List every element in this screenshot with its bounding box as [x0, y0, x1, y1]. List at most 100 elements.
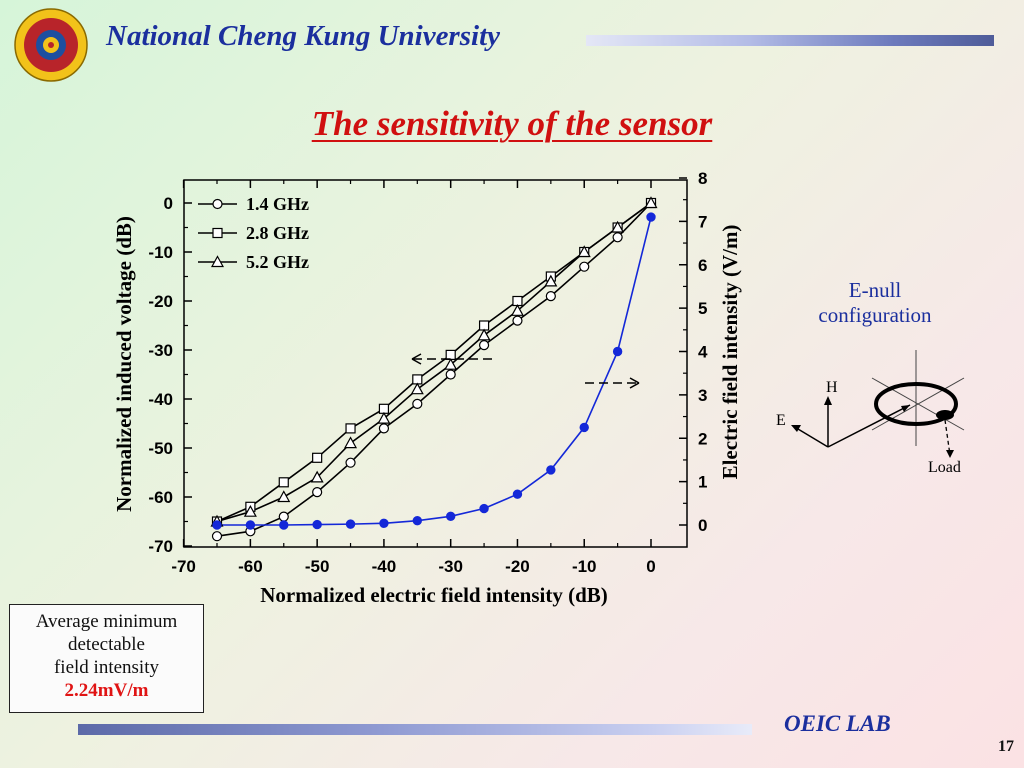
lab-name: OEIC LAB [784, 711, 891, 736]
data-point [277, 490, 291, 503]
info-line1: Average minimum [35, 611, 178, 632]
data-point [512, 315, 523, 326]
header-decor-bar [586, 35, 994, 46]
data-point [345, 457, 356, 468]
x-axis-title: Normalized electric field intensity (dB) [260, 583, 608, 607]
y-left-tick-label: -40 [148, 390, 173, 409]
x-tick-label: -10 [572, 557, 597, 576]
data-point [243, 504, 257, 517]
y-right-tick-label: 6 [698, 256, 707, 275]
info-line2: detectable [67, 634, 145, 655]
y-right-tick-label: 8 [698, 169, 707, 188]
y-right-tick-label: 5 [698, 299, 707, 318]
data-point [545, 291, 556, 302]
legend: 1.4 GHz 2.8 GHz 5.2 GHz [198, 194, 309, 272]
data-point [310, 470, 324, 483]
x-tick-label: -60 [238, 557, 263, 576]
university-seal-icon [14, 8, 88, 82]
left-axis-arrow [411, 353, 492, 365]
data-point [612, 232, 623, 243]
data-point [344, 436, 358, 449]
data-point [412, 398, 423, 409]
data-point [312, 487, 323, 498]
data-point [512, 489, 523, 499]
data-point [445, 511, 456, 522]
e-null-diagram: H E Load [776, 350, 965, 476]
legend-label: 5.2 GHz [246, 252, 309, 272]
data-point [345, 519, 356, 529]
data-point [279, 520, 289, 530]
e-null-line1: E-null [848, 278, 902, 302]
legend-marker [210, 255, 225, 268]
data-point [546, 465, 556, 475]
data-point [444, 357, 458, 370]
data-point [478, 340, 490, 351]
y-right-tick-label: 4 [698, 343, 708, 362]
data-point [611, 220, 625, 233]
data-point [544, 274, 558, 287]
y-axis-left-title: Normalized induced voltage (dB) [112, 216, 136, 512]
data-point [345, 423, 356, 434]
y-right-tick-label: 0 [698, 516, 707, 535]
y-right-tick-label: 1 [698, 473, 707, 492]
university-name: National Cheng Kung University [106, 20, 500, 52]
tick-labels: -70 -60 -50 -40 -30 -20 -10 0 0 -10 -20 -30 -40 -50 -6… [148, 169, 708, 576]
y-left-tick-label: -20 [148, 292, 173, 311]
y-right-tick-label: 7 [698, 212, 707, 231]
right-axis-arrow [585, 377, 640, 389]
data-point [278, 511, 289, 522]
data-point [212, 520, 222, 530]
loop-antenna [874, 382, 958, 426]
info-box: Average minimum detectable field intensi… [9, 604, 204, 713]
legend-marker [212, 227, 223, 239]
footer-decor-bar [78, 724, 752, 735]
y-left-tick-label: -30 [148, 341, 173, 360]
legend-marker [212, 198, 223, 210]
y-right-tick-label: 3 [698, 386, 707, 405]
y-left-tick-label: -50 [148, 439, 173, 458]
load-element [936, 410, 954, 420]
data-point [211, 531, 223, 542]
page-number: 17 [998, 738, 1014, 755]
e-null-line2: configuration [818, 303, 932, 327]
info-line3: field intensity [53, 657, 159, 678]
series-markers [210, 196, 658, 542]
data-point [312, 519, 322, 530]
data-point [479, 503, 489, 514]
data-point [312, 452, 323, 463]
data-point [377, 411, 391, 424]
data-point [612, 346, 623, 357]
data-point [278, 477, 289, 488]
data-point [245, 520, 256, 530]
x-tick-label: 0 [646, 557, 655, 576]
legend-label: 2.8 GHz [246, 223, 309, 243]
h-field-label: H [826, 379, 838, 396]
data-point [579, 261, 590, 272]
x-tick-label: -70 [171, 557, 196, 576]
data-point [378, 423, 390, 434]
slide-title: The sensitivity of the sensor [311, 104, 713, 143]
e-null-caption: E-null configuration [780, 278, 970, 328]
data-point [644, 196, 658, 209]
data-point [477, 328, 491, 341]
x-tick-label: -50 [305, 557, 330, 576]
y-axis-right-title: Electric field intensity (V/m) [718, 225, 742, 480]
y-left-tick-label: -70 [148, 537, 173, 556]
y-right-tick-label: 2 [698, 429, 707, 448]
data-point [577, 245, 591, 258]
y-left-tick-label: 0 [164, 194, 173, 213]
info-value: 2.24mV/m [64, 680, 149, 701]
series-line-0 [216, 202, 652, 537]
e-field-label: E [776, 412, 786, 429]
x-tick-label: -40 [372, 557, 397, 576]
data-point [579, 422, 589, 433]
x-tick-label: -20 [505, 557, 530, 576]
data-point [410, 382, 424, 395]
plot-area [183, 179, 688, 548]
data-point [510, 304, 524, 316]
load-label: Load [928, 459, 961, 476]
y-left-tick-label: -60 [148, 488, 173, 507]
legend-label: 1.4 GHz [246, 194, 309, 214]
data-point [646, 212, 656, 222]
series-line-3 [217, 216, 652, 526]
